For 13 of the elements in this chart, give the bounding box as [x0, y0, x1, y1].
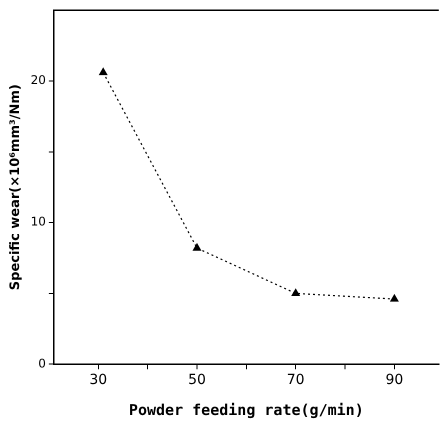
y-tick-label: 20 [30, 73, 46, 88]
point [99, 68, 108, 76]
x-tick-label: 50 [188, 372, 206, 388]
y-axis-title: Specific wear(×10⁶mm³/Nm) [8, 84, 24, 290]
y-tick-label: 10 [30, 214, 46, 229]
point [192, 243, 202, 251]
x-tick-label: 90 [385, 372, 404, 388]
y-tick-label: 0 [38, 356, 46, 370]
point [390, 294, 398, 302]
x-tick-label: 70 [286, 372, 305, 388]
x-axis-title: Powder feeding rate(g/min) [128, 400, 364, 419]
x-tick-label: 30 [89, 372, 108, 388]
point [292, 288, 300, 296]
